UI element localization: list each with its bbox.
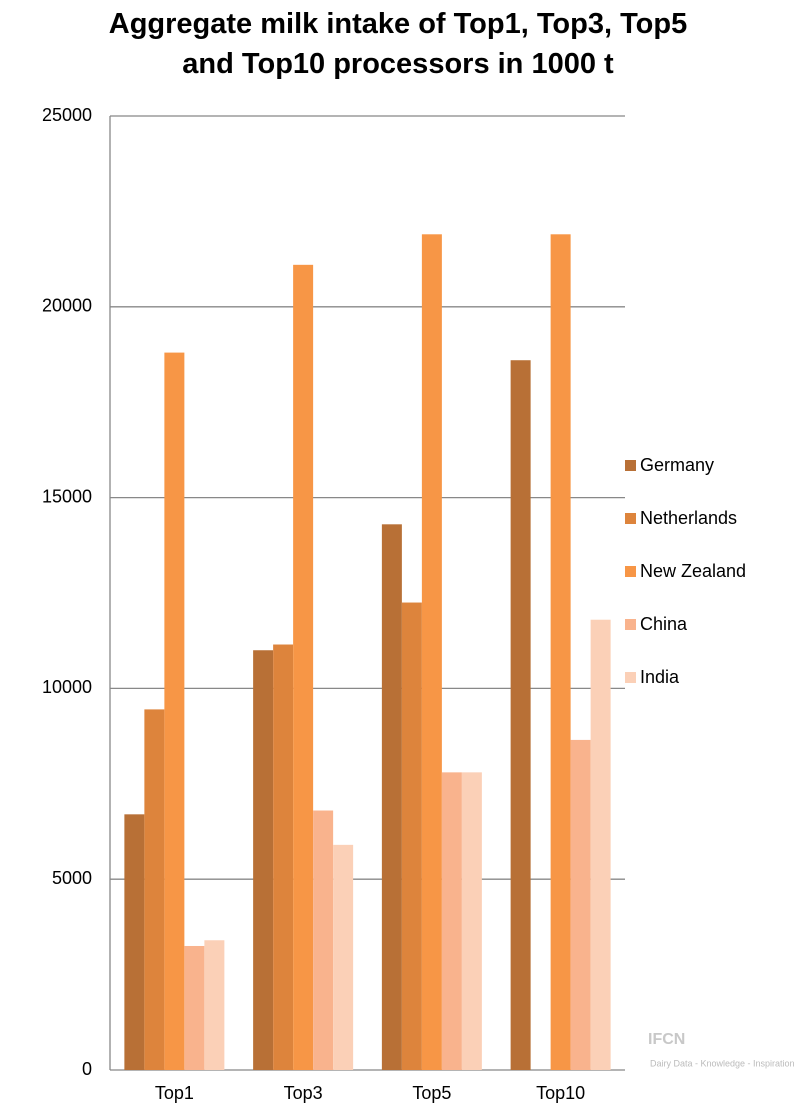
bar	[184, 945, 205, 1070]
bar	[461, 772, 482, 1070]
bar	[550, 234, 571, 1070]
bar	[253, 650, 274, 1070]
bar	[144, 709, 165, 1070]
x-tick-label: Top3	[284, 1083, 323, 1103]
bar	[313, 810, 334, 1070]
x-tick-label: Top10	[536, 1083, 585, 1103]
bar	[293, 264, 314, 1071]
legend-label: New Zealand	[640, 561, 746, 581]
legend-swatch	[625, 619, 636, 630]
legend-label: Netherlands	[640, 508, 737, 528]
y-tick-label: 5000	[52, 868, 92, 888]
bar	[570, 739, 591, 1070]
legend-swatch	[625, 566, 636, 577]
bar	[164, 352, 185, 1070]
legend-label: China	[640, 614, 688, 634]
bar	[204, 940, 225, 1070]
x-tick-label: Top5	[412, 1083, 451, 1103]
bar	[590, 619, 611, 1070]
bar	[333, 844, 354, 1070]
bar	[441, 772, 462, 1070]
bar	[510, 360, 531, 1070]
y-tick-label: 15000	[42, 486, 92, 506]
legend-label: Germany	[640, 455, 714, 475]
y-tick-label: 20000	[42, 296, 92, 316]
bar	[401, 602, 422, 1070]
legend-label: India	[640, 667, 680, 687]
bar	[273, 644, 294, 1070]
legend-swatch	[625, 513, 636, 524]
chart-title: Aggregate milk intake of Top1, Top3, Top…	[108, 8, 688, 80]
legend-swatch	[625, 460, 636, 471]
bar	[381, 524, 402, 1070]
watermark-logo: IFCN	[648, 1031, 685, 1048]
bar	[421, 234, 442, 1070]
legend-swatch	[625, 672, 636, 683]
y-tick-label: 10000	[42, 677, 92, 697]
watermark-tagline: Dairy Data - Knowledge - Inspiration	[650, 1058, 795, 1068]
y-tick-label: 0	[82, 1059, 92, 1079]
x-tick-label: Top1	[155, 1083, 194, 1103]
bar	[124, 814, 145, 1070]
y-tick-label: 25000	[42, 105, 92, 125]
